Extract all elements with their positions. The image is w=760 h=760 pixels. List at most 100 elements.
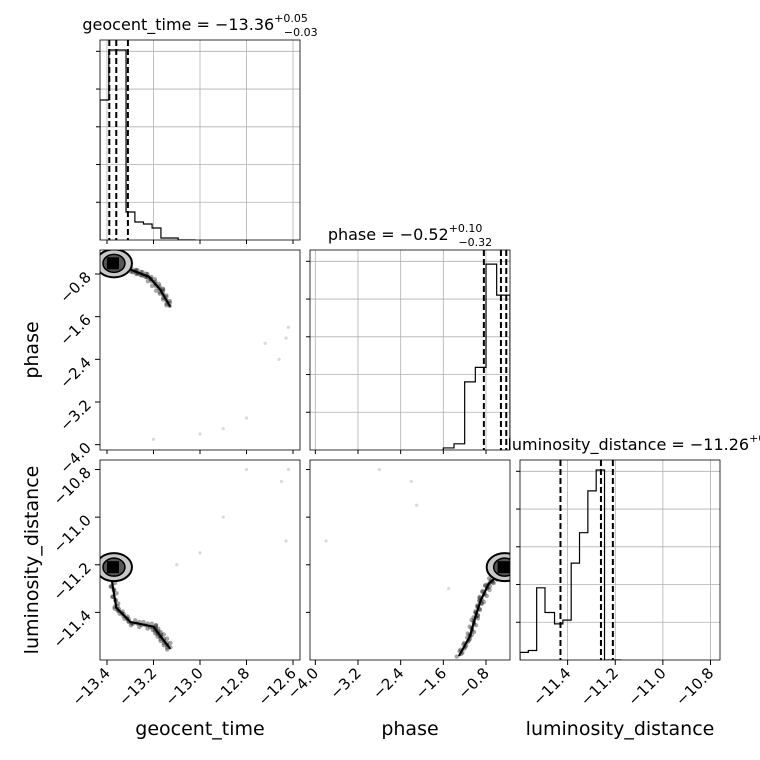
sample-point [128, 622, 134, 628]
x-tick-label: −13.2 [115, 664, 160, 709]
x-axis-label-phase: phase [381, 718, 438, 740]
sample-point [286, 467, 290, 472]
sample-point [475, 616, 481, 621]
sample-point [415, 503, 419, 507]
density-peak [106, 561, 119, 574]
density-peak [106, 257, 119, 270]
sample-point [126, 619, 132, 625]
contour-line [110, 577, 118, 609]
sample-point [279, 479, 283, 484]
x-tick-label: −1.6 [412, 664, 450, 702]
sample-point [152, 276, 157, 282]
sample-point [377, 467, 381, 472]
x-tick-label: −0.8 [454, 664, 492, 702]
sample-point [161, 632, 166, 637]
sample-point [164, 647, 170, 652]
x-tick-label: −10.8 [672, 664, 717, 709]
contour-line [159, 635, 171, 650]
axes-frame [309, 459, 511, 661]
hist-panel-phase: phase = −0.52+0.10 −0.32 [306, 222, 511, 451]
contour-line [468, 616, 477, 638]
sample-point [454, 654, 459, 659]
sample-point [145, 278, 151, 284]
y-axis-label-phase: phase [21, 321, 43, 378]
y-tick-label: −3.2 [56, 396, 94, 434]
sample-point [153, 623, 159, 628]
axes-frame [99, 249, 301, 451]
contour-line [159, 288, 171, 308]
sample-point [244, 467, 249, 472]
sample-point [158, 638, 163, 644]
panel-title-phase: phase = −0.52+0.10 −0.32 [328, 222, 492, 249]
sample-point [469, 617, 474, 623]
sample-point [284, 539, 288, 543]
y-tick-label: −0.8 [56, 268, 94, 306]
x-axis-label-geocent_time: geocent_time [135, 718, 264, 740]
sample-point [491, 580, 496, 586]
sample-point [151, 437, 156, 441]
sample-point [465, 631, 470, 636]
y-tick-label: −1.6 [56, 311, 94, 349]
histogram-phase [442, 263, 510, 450]
y-tick-label: −11.4 [50, 606, 95, 651]
contour-line [479, 582, 490, 602]
sample-point [168, 640, 173, 646]
sample-point [277, 357, 281, 361]
scatter-content [100, 250, 290, 441]
y-tick-label: −11.2 [50, 559, 95, 604]
contour-line [147, 275, 162, 292]
sample-point [175, 563, 179, 567]
contour-line [152, 625, 162, 638]
scatter-content [324, 467, 510, 659]
sample-point [484, 593, 489, 599]
sample-point [133, 618, 138, 623]
contour-line [115, 606, 132, 624]
sample-point [471, 629, 477, 635]
sample-point [473, 623, 479, 628]
sample-point [137, 624, 142, 630]
density-peak [497, 561, 510, 574]
contour-line [133, 270, 150, 278]
y-axis-label-luminosity_distance: luminosity_distance [21, 466, 43, 655]
sample-point [116, 601, 121, 606]
axes-frame [519, 459, 721, 661]
y-tick-label: −11.0 [50, 511, 95, 556]
scatter-content [100, 467, 290, 652]
sample-point [141, 619, 146, 625]
sample-point [164, 636, 170, 641]
sample-point [160, 286, 166, 291]
sample-point [447, 586, 451, 591]
axes-frame [309, 249, 511, 451]
sample-point [481, 599, 487, 605]
contour-line [129, 620, 155, 628]
panel-title-luminosity_distance: luminosity_distance = −11.26+0.05−0.17 [507, 432, 760, 459]
x-tick-label: −3.2 [326, 664, 364, 702]
sample-point [244, 416, 249, 420]
sample-point [487, 587, 492, 593]
scatter-panel-phase-luminosity_distance [309, 459, 511, 661]
sample-point [149, 621, 155, 626]
x-axis-label-luminosity_distance: luminosity_distance [526, 718, 715, 740]
histogram-luminosity_distance [520, 469, 622, 660]
y-tick-label: −2.4 [56, 353, 94, 391]
x-tick-label: −12.8 [208, 664, 253, 709]
sample-point [221, 515, 225, 519]
panel-title-geocent_time: geocent_time = −13.36+0.05 −0.03 [82, 12, 317, 39]
x-tick-label: −2.4 [369, 664, 407, 702]
sample-point [114, 591, 119, 596]
x-tick-label: −13.0 [162, 664, 207, 709]
sample-point [324, 539, 328, 543]
sample-point [263, 341, 267, 345]
sample-point [198, 432, 202, 436]
contour-line [474, 599, 482, 619]
sample-point [154, 288, 159, 293]
sample-point [198, 551, 202, 555]
sample-point [156, 281, 162, 287]
sample-point [486, 576, 492, 581]
x-tick-label: −11.0 [624, 664, 669, 709]
hist-panel-geocent_time: geocent_time = −13.36+0.05 −0.03 [82, 12, 318, 241]
sample-point [145, 626, 150, 631]
scatter-panel-geocent_time-phase [99, 249, 301, 451]
scatter-panel-geocent_time-luminosity_distance [99, 459, 301, 661]
x-tick-label: −11.2 [577, 664, 622, 709]
